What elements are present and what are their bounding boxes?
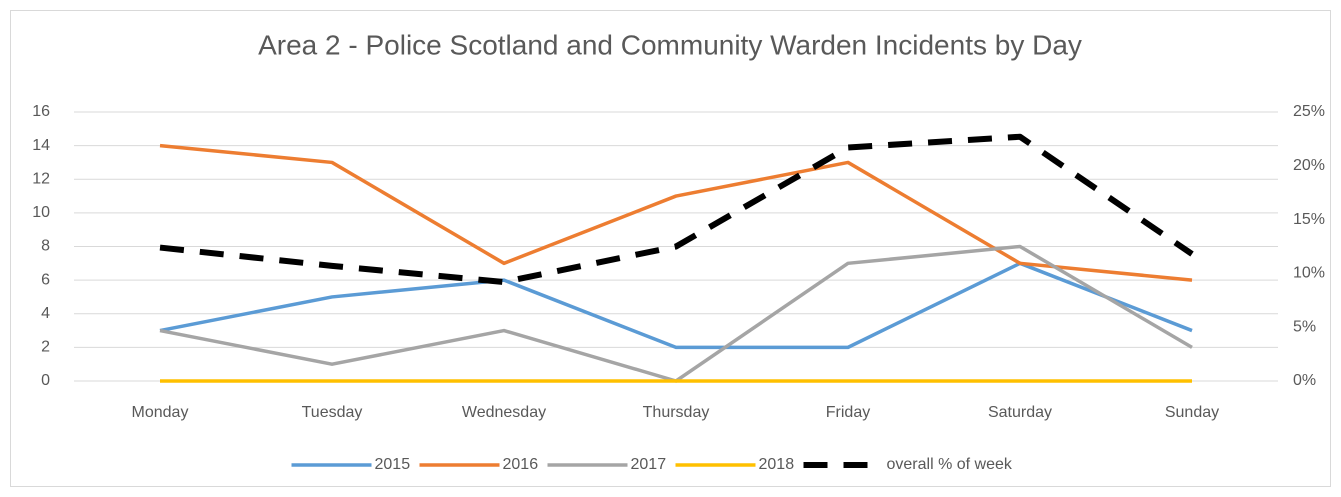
- y-tick-label: 12: [32, 170, 50, 187]
- x-tick-label: Thursday: [643, 404, 710, 421]
- y-tick-label: 10: [32, 204, 50, 221]
- y-tick-label: 4: [41, 305, 50, 322]
- legend-label: 2015: [375, 456, 411, 473]
- x-tick-label: Sunday: [1165, 404, 1219, 421]
- series-line: [159, 143, 1193, 282]
- x-tick-label: Saturday: [988, 404, 1052, 421]
- legend-label: overall % of week: [887, 456, 1013, 473]
- y-tick-label: 8: [41, 238, 50, 255]
- y-tick-label: 2: [41, 339, 50, 356]
- y2-tick-label: 5%: [1293, 318, 1316, 335]
- x-tick-label: Tuesday: [302, 404, 363, 421]
- y2-tick-label: 20%: [1293, 157, 1325, 174]
- x-tick-label: Wednesday: [462, 404, 546, 421]
- legend-label: 2018: [759, 456, 795, 473]
- x-tick-label: Friday: [826, 404, 870, 421]
- series-line: [159, 133, 1194, 286]
- y-tick-label: 14: [32, 137, 50, 154]
- y-tick-label: 0: [41, 372, 50, 389]
- y-tick-label: 16: [32, 103, 50, 120]
- y-tick-label: 6: [41, 271, 50, 288]
- chart-border: [10, 10, 1331, 487]
- x-tick-label: Monday: [132, 404, 189, 421]
- y2-tick-label: 10%: [1293, 265, 1325, 282]
- legend-label: 2016: [503, 456, 539, 473]
- y2-tick-label: 15%: [1293, 211, 1325, 228]
- legend-label: 2017: [631, 456, 667, 473]
- y2-tick-label: 0%: [1293, 372, 1316, 389]
- y2-tick-label: 25%: [1293, 103, 1325, 120]
- chart-title: Area 2 - Police Scotland and Community W…: [258, 29, 1082, 60]
